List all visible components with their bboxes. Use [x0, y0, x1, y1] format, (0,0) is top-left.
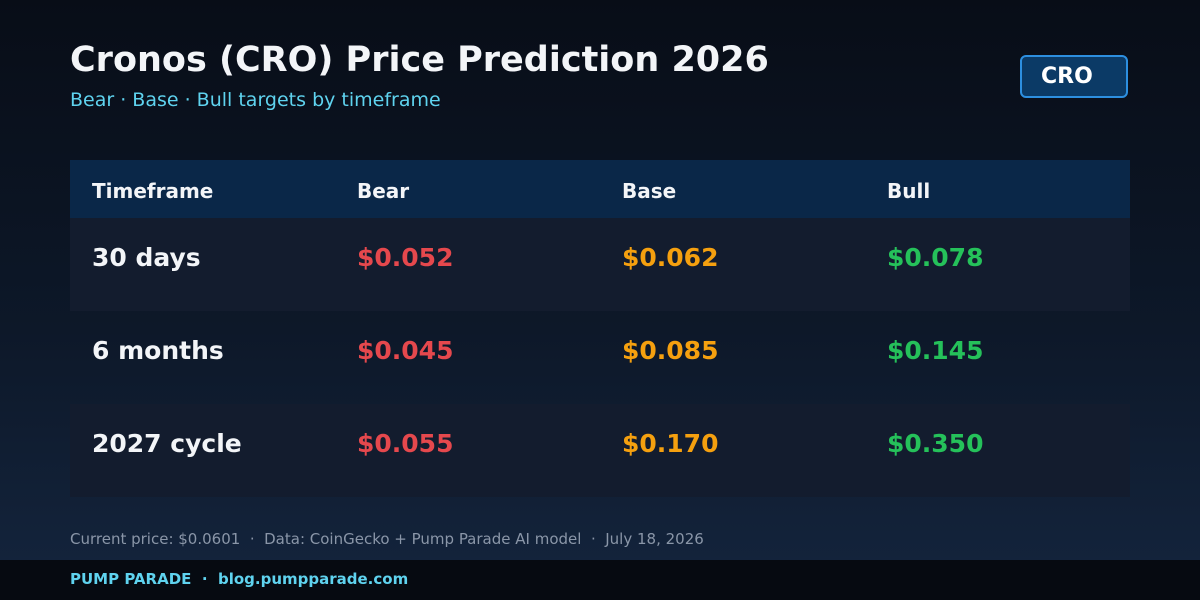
- price-target: $0.145: [887, 336, 984, 365]
- footer-bar: PUMP PARADE · blog.pumpparade.com: [0, 560, 1200, 600]
- column-header: Bear: [357, 179, 410, 203]
- brand: PUMP PARADE · blog.pumpparade.com: [70, 570, 409, 588]
- column-header: Base: [622, 179, 677, 203]
- price-target: $0.085: [622, 336, 719, 365]
- table: Timeframe Bear Base Bull 30 days $0.052 $0.06…: [70, 160, 1130, 497]
- timeframe: 2027 cycle: [92, 429, 242, 458]
- price-target: $0.062: [622, 243, 719, 272]
- timeframe: 30 days: [92, 243, 201, 272]
- table-row: 2027 cycle $0.055 $0.170 $0.350: [70, 404, 1130, 497]
- badge: CRO: [1020, 55, 1128, 98]
- column-header: Timeframe: [92, 179, 214, 203]
- table-row: 6 months $0.045 $0.085 $0.145: [70, 311, 1130, 404]
- subtitle: Bear · Base · Bull targets by timeframe: [70, 89, 441, 111]
- price-target: $0.055: [357, 429, 454, 458]
- header-row: Timeframe Bear Base Bull: [70, 160, 1130, 218]
- price-target: $0.052: [357, 243, 454, 272]
- table-row: 30 days $0.052 $0.062 $0.078: [70, 218, 1130, 311]
- price-target: $0.078: [887, 243, 984, 272]
- price-target: $0.350: [887, 429, 984, 458]
- title: Cronos (CRO) Price Prediction 2026: [70, 40, 769, 80]
- column-header: Bull: [887, 179, 931, 203]
- price-target: $0.045: [357, 336, 454, 365]
- footer-note: Current price: $0.0601 · Data: CoinGecko…: [70, 530, 704, 548]
- timeframe: 6 months: [92, 336, 224, 365]
- price-target: $0.170: [622, 429, 719, 458]
